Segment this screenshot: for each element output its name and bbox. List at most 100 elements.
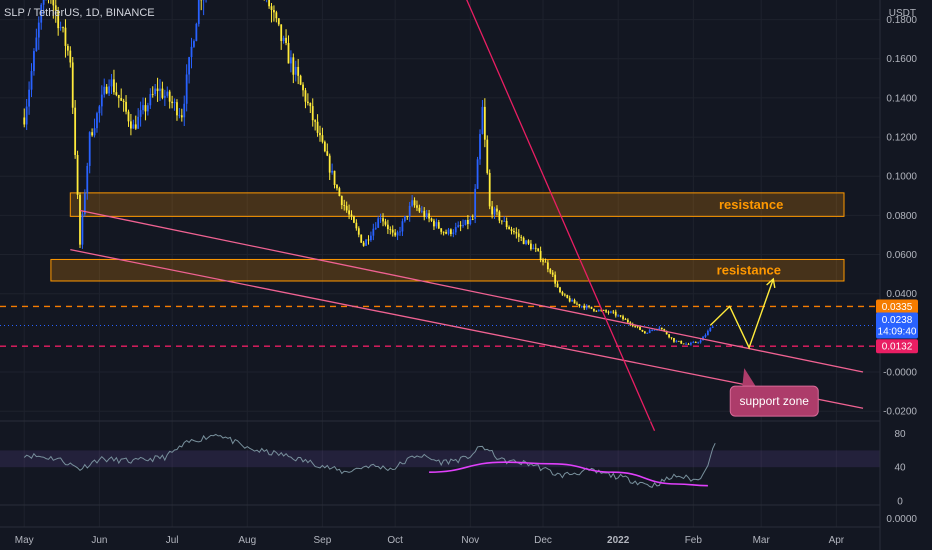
projection-path[interactable] bbox=[709, 277, 776, 350]
candle-body bbox=[580, 305, 583, 307]
time-tick-label: Sep bbox=[314, 535, 332, 546]
candle-body bbox=[498, 211, 501, 221]
candle-body bbox=[326, 151, 329, 156]
candle-body bbox=[539, 250, 542, 261]
candle-body bbox=[537, 248, 540, 251]
callout-pointer bbox=[742, 368, 757, 388]
horizontal-levels bbox=[0, 305, 880, 347]
candle-body bbox=[445, 232, 447, 234]
candle-body bbox=[663, 329, 666, 332]
candle-body bbox=[71, 62, 74, 108]
resistance-zones: resistance resistance bbox=[50, 192, 845, 282]
candle-body bbox=[416, 205, 418, 208]
candle-body bbox=[374, 227, 377, 229]
candle-body bbox=[411, 200, 414, 206]
candle-body bbox=[602, 310, 605, 311]
candle-body bbox=[420, 210, 423, 212]
candle-body bbox=[333, 170, 336, 185]
candle-body bbox=[328, 155, 331, 173]
candle-body bbox=[299, 75, 302, 85]
candle-body bbox=[622, 316, 624, 320]
candle-body bbox=[197, 0, 200, 24]
candle-body bbox=[168, 91, 171, 102]
candle-body bbox=[639, 326, 641, 330]
time-tick-label: Dec bbox=[534, 535, 552, 546]
symbol-legend[interactable]: SLP / TetherUS, 1D, BINANCE bbox=[4, 7, 155, 19]
candle-body bbox=[108, 86, 110, 94]
candle-body bbox=[314, 120, 317, 122]
candle-body bbox=[64, 27, 67, 46]
candle-body bbox=[629, 322, 632, 325]
candle-body bbox=[447, 229, 450, 234]
candle-body bbox=[297, 66, 300, 76]
candle-body bbox=[435, 222, 438, 227]
support-zone-callout[interactable]: support zone bbox=[729, 368, 819, 417]
candle-body bbox=[614, 311, 617, 316]
candle-body bbox=[694, 342, 697, 343]
candle-body bbox=[377, 218, 380, 228]
price-tick-label: 0.1400 bbox=[886, 93, 917, 104]
candle-body bbox=[142, 105, 144, 111]
candle-body bbox=[302, 84, 304, 91]
candle-body bbox=[554, 274, 557, 284]
candle-body bbox=[593, 308, 595, 311]
candle-body bbox=[423, 210, 426, 217]
candle-body bbox=[546, 262, 549, 270]
candle-body bbox=[185, 74, 188, 104]
candle-body bbox=[636, 326, 639, 328]
candle-body bbox=[617, 315, 620, 317]
candle-body bbox=[612, 311, 615, 313]
candle-body bbox=[62, 27, 64, 29]
time-tick-label: Jul bbox=[166, 535, 179, 546]
candle-body bbox=[323, 141, 326, 152]
candle-body bbox=[706, 330, 709, 335]
time-tick-label: 2022 bbox=[607, 535, 630, 546]
candle-body bbox=[401, 221, 404, 232]
candle-body bbox=[115, 92, 118, 95]
candle-body bbox=[505, 220, 508, 228]
candle-body bbox=[379, 218, 382, 220]
candle-body bbox=[588, 305, 590, 307]
candle-body bbox=[28, 89, 30, 107]
candle-body bbox=[503, 220, 506, 222]
candle-body bbox=[517, 233, 520, 237]
trendlines[interactable] bbox=[70, 0, 864, 432]
candle-body bbox=[275, 12, 278, 19]
candle-body bbox=[641, 329, 644, 332]
rsi-tick-label: 80 bbox=[894, 429, 906, 440]
time-axis[interactable]: May Jun Jul Aug Sep Oct Nov Dec 2022 Feb Mar Apr bbox=[15, 535, 845, 546]
candle-body bbox=[156, 88, 159, 92]
candle-body bbox=[331, 170, 334, 173]
price-axis[interactable]: 0.1800 0.1600 0.1400 0.1200 0.1000 0.0800 0.06… bbox=[883, 15, 917, 418]
candle-body bbox=[163, 95, 166, 98]
candle-body bbox=[321, 135, 324, 142]
currency-label[interactable]: USDT bbox=[889, 8, 916, 19]
candle-body bbox=[154, 88, 157, 95]
candle-body bbox=[488, 172, 491, 207]
resistance-zone-label: resistance bbox=[719, 197, 783, 212]
candle-body bbox=[643, 331, 646, 334]
candle-body bbox=[442, 231, 445, 233]
candle-body bbox=[479, 134, 481, 160]
candle-body bbox=[86, 165, 89, 194]
time-tick-label: Nov bbox=[461, 535, 479, 546]
candle-body bbox=[311, 106, 314, 121]
candle-body bbox=[370, 235, 372, 241]
candle-body bbox=[382, 218, 384, 222]
candle-body bbox=[483, 106, 486, 140]
candle-body bbox=[510, 229, 513, 231]
candle-body bbox=[122, 100, 125, 102]
resistance-zone-label: resistance bbox=[717, 263, 781, 278]
candle-body bbox=[459, 225, 462, 227]
grid-lines bbox=[0, 0, 880, 527]
candle-body bbox=[30, 71, 33, 90]
candle-body bbox=[336, 184, 338, 189]
price-tick-label: 0.1800 bbox=[886, 15, 917, 26]
candle-body bbox=[699, 340, 702, 343]
candle-body bbox=[287, 43, 290, 64]
candle-body bbox=[93, 128, 96, 136]
resistance-level-value: 0.0335 bbox=[882, 302, 913, 313]
candle-body bbox=[81, 214, 84, 245]
